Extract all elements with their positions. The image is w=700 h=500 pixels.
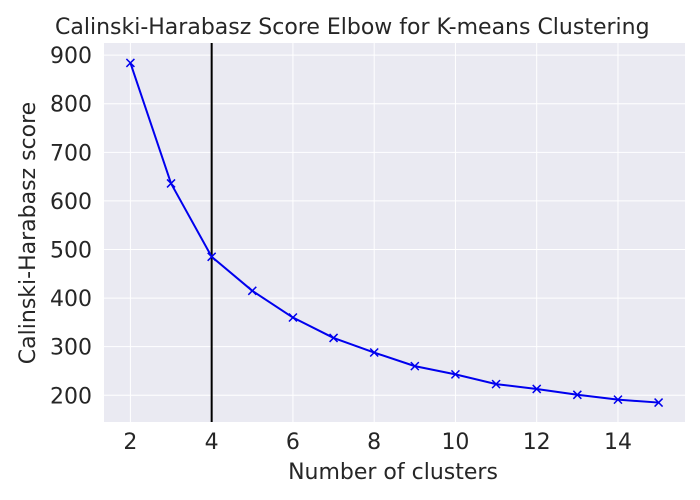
- data-point-marker: [613, 395, 623, 405]
- x-tick-labels: 2 4 6 8 10 12 14: [123, 430, 632, 455]
- data-point-marker: [369, 347, 379, 358]
- y-axis-label: Calinski-Harabasz score: [16, 102, 41, 364]
- grid-lines: [104, 43, 685, 422]
- y-tick-label: 500: [50, 239, 92, 264]
- data-point-marker: [166, 178, 176, 188]
- y-tick-label: 600: [50, 190, 92, 215]
- plot-area: [104, 43, 685, 422]
- y-tick-label: 300: [50, 336, 92, 361]
- data-point-marker: [207, 252, 217, 262]
- x-tick-label: 2: [123, 430, 137, 455]
- data-point-marker: [125, 58, 135, 68]
- data-point-marker: [410, 361, 420, 371]
- y-tick-labels: 200 300 400 500 600 700 800 900: [50, 44, 92, 409]
- data-markers: [125, 58, 664, 408]
- score-line: [129, 61, 660, 404]
- x-axis-label: Number of clusters: [288, 460, 498, 485]
- data-point-marker: [450, 369, 460, 379]
- y-tick-label: 900: [50, 44, 92, 69]
- data-point-marker: [288, 313, 298, 323]
- chart-title: Calinski-Harabasz Score Elbow for K-mean…: [55, 15, 650, 40]
- y-tick-label: 700: [50, 141, 92, 166]
- y-tick-label: 400: [50, 287, 92, 312]
- y-tick-label: 800: [50, 93, 92, 118]
- data-point-marker: [572, 390, 582, 400]
- data-point-marker: [532, 384, 542, 394]
- x-tick-label: 4: [205, 430, 219, 455]
- x-tick-label: 6: [286, 430, 300, 455]
- data-point-marker: [491, 379, 501, 389]
- x-tick-label: 12: [523, 430, 551, 455]
- x-tick-label: 8: [367, 430, 381, 455]
- data-point-marker: [329, 333, 339, 343]
- y-tick-label: 200: [50, 384, 92, 409]
- x-tick-label: 10: [441, 430, 469, 455]
- data-point-marker: [654, 398, 664, 408]
- data-point-marker: [247, 286, 257, 296]
- series-line: [129, 61, 660, 404]
- x-tick-label: 14: [604, 430, 632, 455]
- plot-background: [104, 43, 685, 422]
